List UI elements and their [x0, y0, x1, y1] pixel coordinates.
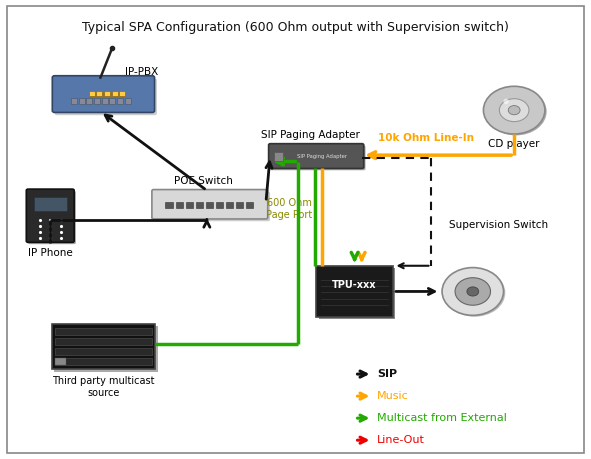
Bar	[56, 358, 151, 365]
Text: Line-Out: Line-Out	[377, 435, 425, 445]
Text: CD player: CD player	[488, 139, 540, 149]
Circle shape	[444, 269, 505, 317]
Text: SIP: SIP	[377, 369, 397, 379]
Bar	[52, 324, 155, 369]
Bar	[54, 326, 157, 372]
Bar	[274, 152, 284, 161]
Text: TPU-xxx: TPU-xxx	[332, 280, 377, 290]
Bar	[94, 98, 100, 104]
Text: SIP Paging Adapter: SIP Paging Adapter	[261, 129, 360, 140]
Text: IP Phone: IP Phone	[28, 248, 73, 258]
Bar	[186, 202, 193, 208]
Bar	[246, 202, 253, 208]
Text: SIP Paging Adapter: SIP Paging Adapter	[297, 154, 347, 158]
FancyBboxPatch shape	[152, 190, 268, 219]
FancyBboxPatch shape	[154, 192, 270, 221]
Bar	[96, 91, 102, 96]
Circle shape	[499, 99, 529, 122]
Bar	[119, 91, 125, 96]
Circle shape	[485, 88, 547, 135]
Circle shape	[455, 278, 491, 305]
Bar	[34, 197, 67, 211]
Bar	[176, 202, 183, 208]
Bar	[117, 98, 123, 104]
Text: IP-PBX: IP-PBX	[125, 67, 158, 77]
Text: Typical SPA Configuration (600 Ohm output with Supervision switch): Typical SPA Configuration (600 Ohm outpu…	[82, 21, 509, 34]
Text: 600 Ohm
Page Port: 600 Ohm Page Port	[267, 198, 313, 220]
Bar	[86, 98, 92, 104]
FancyBboxPatch shape	[28, 191, 76, 244]
FancyBboxPatch shape	[27, 189, 74, 242]
FancyBboxPatch shape	[54, 78, 157, 115]
Circle shape	[467, 287, 479, 296]
Bar	[56, 358, 66, 365]
Bar	[104, 91, 110, 96]
Bar	[102, 98, 108, 104]
Bar	[71, 98, 77, 104]
Bar	[89, 91, 95, 96]
Bar	[216, 202, 223, 208]
Circle shape	[483, 86, 545, 134]
Bar	[112, 91, 118, 96]
Text: Music: Music	[377, 391, 409, 401]
Text: Third party multicast
source: Third party multicast source	[52, 376, 155, 398]
Bar	[79, 98, 85, 104]
FancyBboxPatch shape	[52, 76, 155, 112]
Bar	[236, 202, 243, 208]
Bar	[56, 348, 151, 355]
Bar	[196, 202, 203, 208]
Bar	[125, 98, 131, 104]
FancyBboxPatch shape	[268, 144, 364, 168]
Bar	[316, 266, 393, 317]
Text: Supervision Switch: Supervision Switch	[449, 220, 548, 230]
Bar	[165, 202, 173, 208]
Bar	[226, 202, 233, 208]
FancyBboxPatch shape	[270, 146, 365, 170]
Text: POE Switch: POE Switch	[174, 176, 233, 186]
Bar	[109, 98, 115, 104]
Bar	[56, 338, 151, 345]
Circle shape	[508, 106, 520, 115]
Circle shape	[442, 268, 504, 315]
Bar	[56, 328, 151, 335]
Text: 10k Ohm Line-In: 10k Ohm Line-In	[378, 133, 473, 143]
Text: ●: ●	[502, 98, 508, 104]
Bar	[206, 202, 213, 208]
Text: Multicast from External: Multicast from External	[377, 413, 507, 423]
Bar	[319, 268, 395, 319]
